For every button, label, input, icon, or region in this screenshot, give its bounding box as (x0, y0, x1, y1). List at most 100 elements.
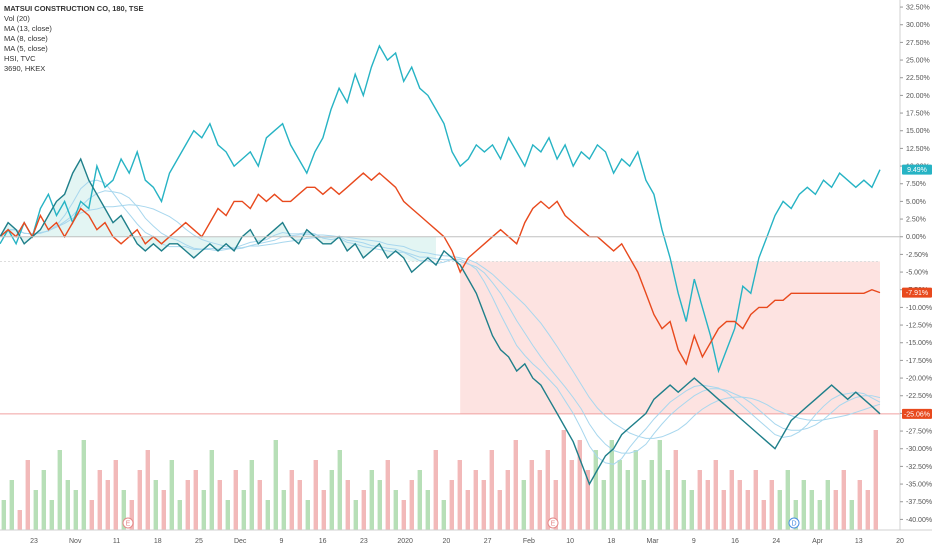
x-tick-label: 9 (692, 538, 696, 545)
volume-bar (161, 490, 166, 530)
volume-bar (649, 460, 654, 530)
volume-bar (465, 490, 470, 530)
volume-bar (321, 490, 326, 530)
y-tick-label: 7.50% (906, 181, 926, 188)
volume-bar (433, 450, 438, 530)
volume-bar (177, 500, 182, 530)
volume-bar (745, 490, 750, 530)
volume-bar (585, 470, 590, 530)
series-line-0 (0, 44, 881, 374)
volume-bar (817, 500, 822, 530)
volume-bar (761, 500, 766, 530)
y-tick-label: -10.00% (906, 305, 932, 312)
volume-bar (449, 480, 454, 530)
y-tick-label: 12.50% (906, 146, 930, 153)
volume-bar (225, 500, 230, 530)
legend-vol[interactable]: Vol (20) (4, 14, 30, 23)
x-tick-label: 24 (772, 538, 780, 545)
y-tick-label: 2.50% (906, 217, 926, 224)
x-tick-label: 18 (154, 538, 162, 545)
volume-bar (129, 500, 134, 530)
y-tick-label: 0.00% (906, 234, 926, 241)
volume-bar (105, 480, 110, 530)
event-marker (547, 517, 559, 529)
x-tick-label: 20 (896, 538, 904, 545)
volume-bar (489, 450, 494, 530)
y-tick-label: -30.00% (906, 446, 932, 453)
x-tick-label: Apr (812, 538, 824, 545)
volume-bar (81, 440, 86, 530)
volume-bar (409, 480, 414, 530)
volume-bar (873, 430, 878, 530)
fill-region-down (460, 261, 880, 414)
volume-bar (289, 470, 294, 530)
event-marker (122, 517, 134, 529)
volume-bar (121, 490, 126, 530)
series-line-1 (0, 172, 881, 366)
volume-bar (145, 450, 150, 530)
volume-bar (361, 490, 366, 530)
volume-bar (809, 490, 814, 530)
volume-bar (657, 440, 662, 530)
price-axis: 32.50% 30.00% 27.50% 25.00% 22.50% 20.00% 17.5… (0, 0, 932, 530)
volume-bar (49, 500, 54, 530)
volume-bar (681, 480, 686, 530)
x-tick-label: 23 (360, 538, 368, 545)
volume-bar (609, 440, 614, 530)
volume-bar (97, 470, 102, 530)
volume-bar (385, 460, 390, 530)
x-tick-label: 16 (319, 538, 327, 545)
volume-bar (721, 490, 726, 530)
x-tick-label: Mar (647, 538, 660, 545)
volume-bar (377, 480, 382, 530)
volume-bar (393, 490, 398, 530)
volume-bar (689, 490, 694, 530)
y-tick-label: 25.00% (906, 58, 930, 65)
event-label: E (126, 521, 131, 528)
volume-bar (241, 490, 246, 530)
legend-ma5[interactable]: MA (5, close) (4, 44, 48, 53)
legend-hkex[interactable]: 3690, HKEX (4, 64, 46, 73)
volume-bars (1, 430, 878, 530)
volume-bar (65, 480, 70, 530)
volume-bar (481, 480, 486, 530)
volume-bar (265, 500, 270, 530)
volume-bar (441, 500, 446, 530)
volume-bar (561, 430, 566, 530)
volume-bar (217, 480, 222, 530)
volume-bar (537, 470, 542, 530)
y-tick-label: -12.50% (906, 323, 932, 330)
volume-bar (521, 480, 526, 530)
legend-title[interactable]: MATSUI CONSTRUCTION CO, 180, TSE (4, 4, 144, 13)
volume-bar (89, 500, 94, 530)
volume-bar (505, 470, 510, 530)
x-tick-label: 2020 (397, 538, 413, 545)
volume-bar (57, 450, 62, 530)
volume-bar (17, 510, 22, 530)
volume-bar (857, 480, 862, 530)
last-value-label: 9.49% (907, 167, 927, 174)
x-tick-label: Dec (234, 538, 247, 545)
y-tick-label: -32.50% (906, 464, 932, 471)
volume-bar (305, 500, 310, 530)
legend-hsi[interactable]: HSI, TVC (4, 54, 36, 63)
x-tick-label: 27 (484, 538, 492, 545)
x-tick-label: 18 (607, 538, 615, 545)
volume-bar (841, 470, 846, 530)
volume-bar (769, 480, 774, 530)
volume-bar (529, 460, 534, 530)
last-value-badge (902, 287, 932, 298)
legend-ma8[interactable]: MA (8, close) (4, 34, 48, 43)
volume-bar (865, 490, 870, 530)
event-marker (788, 517, 800, 529)
volume-bar (257, 480, 262, 530)
volume-bar (457, 460, 462, 530)
legend-ma13[interactable]: MA (13, close) (4, 24, 52, 33)
volume-bar (193, 470, 198, 530)
volume-bar (337, 450, 342, 530)
event-label: D (791, 521, 796, 528)
volume-bar (497, 490, 502, 530)
y-tick-label: -5.00% (906, 270, 928, 277)
